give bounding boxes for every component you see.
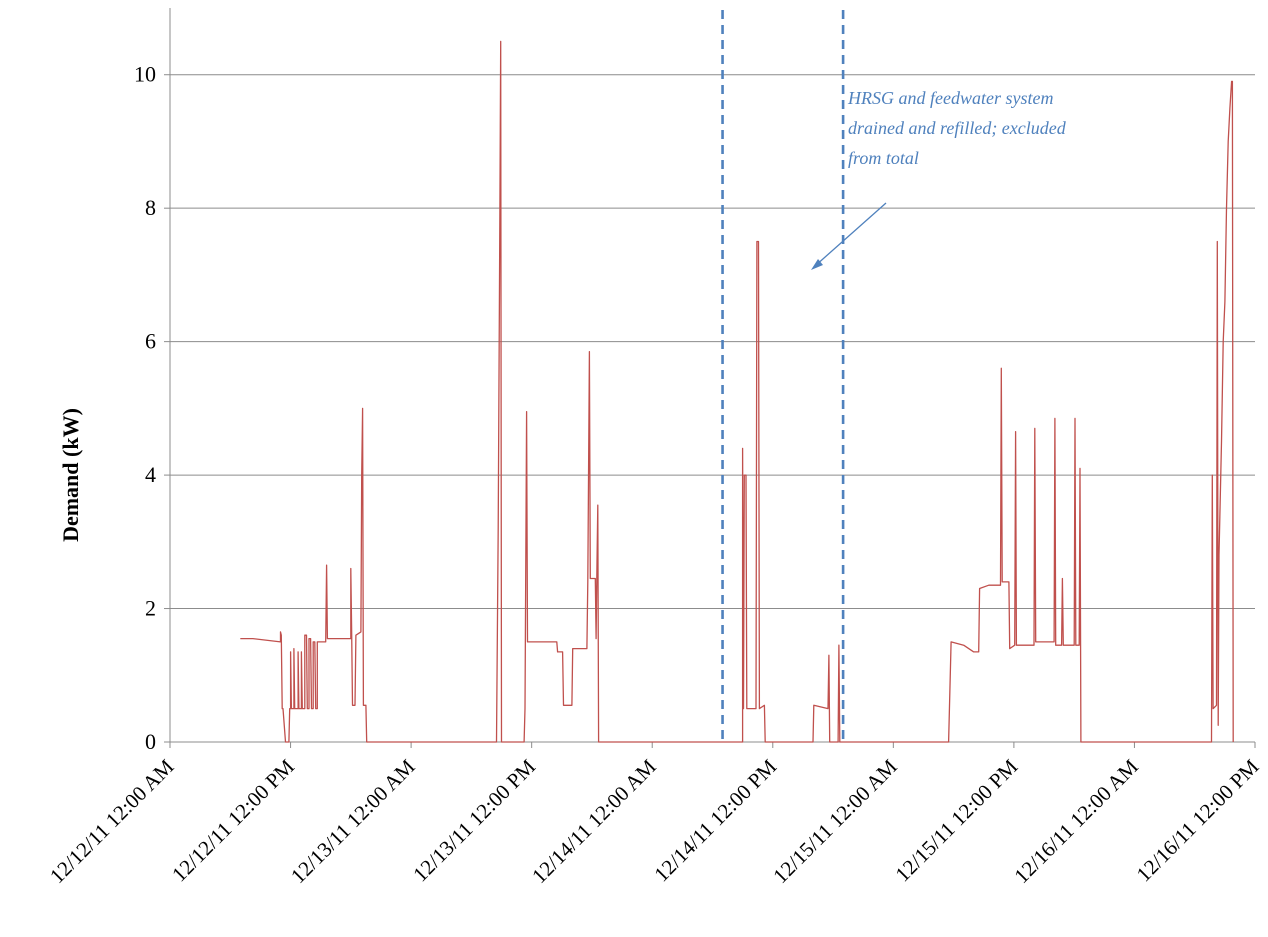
y-tick-label-1: 2: [145, 596, 156, 621]
annotation-arrow: [814, 202, 887, 267]
vertical-markers: [721, 10, 845, 742]
annotation-arrowhead: [811, 259, 823, 270]
annotation-line-3: from total: [848, 148, 919, 168]
y-tick-label-2: 4: [145, 462, 156, 487]
x-tick-label-1: 12/12/11 12:00 PM: [167, 754, 299, 886]
annotation-line-2: drained and refilled; excluded: [848, 118, 1067, 138]
annotation-line-1: HRSG and feedwater system: [847, 88, 1053, 108]
x-tick-label-0: 12/12/11 12:00 AM: [45, 754, 179, 888]
y-axis-ticks: 0 2 4 6 8 10: [134, 62, 170, 754]
x-tick-label-6: 12/15/11 12:00 AM: [768, 754, 902, 888]
x-tick-label-9: 12/16/11 12:00 PM: [1132, 754, 1264, 886]
y-tick-label-3: 6: [145, 329, 156, 354]
x-tick-label-5: 12/14/11 12:00 PM: [649, 754, 781, 886]
y-tick-label-0: 0: [145, 729, 156, 754]
x-tick-label-4: 12/14/11 12:00 AM: [527, 754, 661, 888]
x-tick-label-2: 12/13/11 12:00 AM: [286, 754, 420, 888]
axes: [169, 8, 1255, 743]
y-tick-label-4: 8: [145, 195, 156, 220]
series-group: [240, 40, 1234, 743]
x-tick-label-3: 12/13/11 12:00 PM: [408, 754, 540, 886]
gridlines: [170, 74, 1255, 610]
y-axis-label: Demand (kW): [58, 408, 83, 542]
x-tick-label-8: 12/16/11 12:00 AM: [1009, 754, 1143, 888]
annotation-group: HRSG and feedwater system drained and re…: [811, 88, 1067, 270]
y-tick-label-5: 10: [134, 62, 156, 87]
x-tick-label-7: 12/15/11 12:00 PM: [890, 754, 1022, 886]
series-line-0: [240, 40, 1234, 743]
